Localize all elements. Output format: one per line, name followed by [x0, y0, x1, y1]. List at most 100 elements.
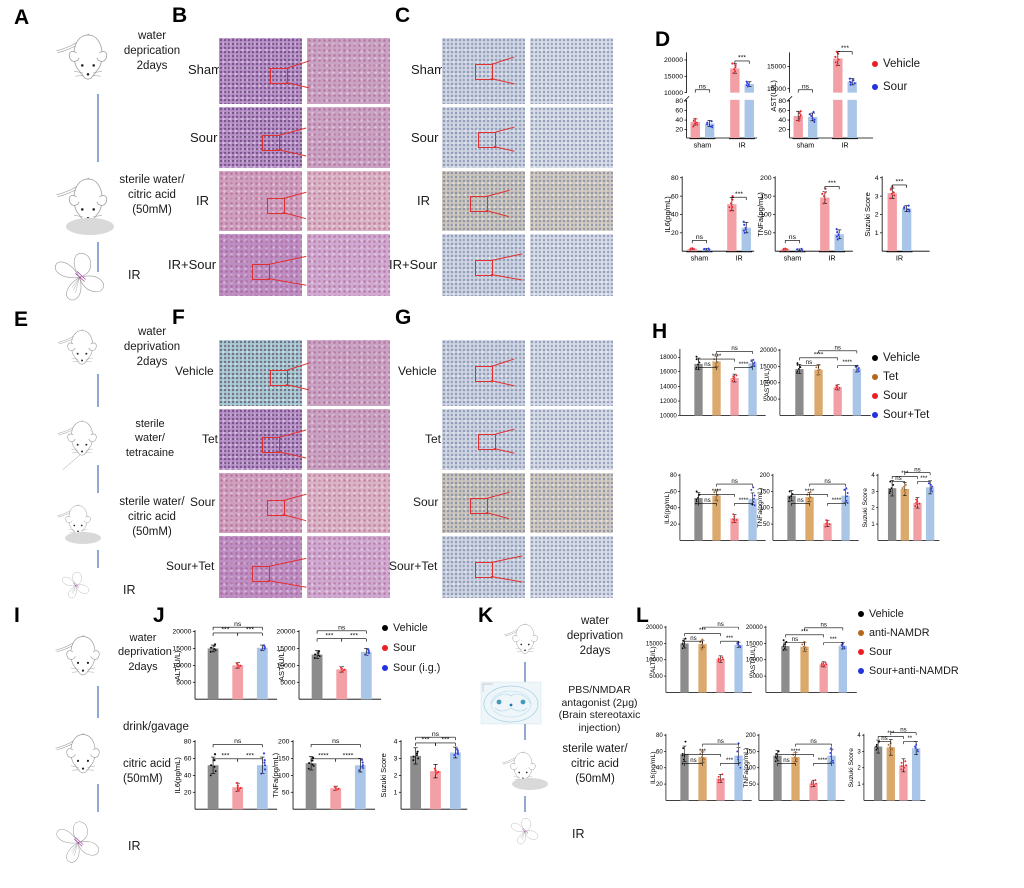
svg-text:***: ***	[841, 45, 849, 52]
svg-text:60: 60	[184, 756, 192, 763]
svg-text:20000: 20000	[276, 629, 295, 636]
svg-text:***: ***	[221, 627, 229, 634]
svg-text:Suzuki Score: Suzuki Score	[863, 192, 872, 236]
svg-text:ns: ns	[332, 738, 340, 745]
svg-text:****: ****	[739, 498, 749, 504]
svg-text:10000: 10000	[660, 413, 677, 419]
svg-text:****: ****	[814, 353, 824, 359]
svg-text:****: ****	[805, 489, 815, 495]
svg-text:50: 50	[764, 230, 772, 237]
svg-text:ns: ns	[704, 362, 710, 368]
svg-text:TNFa(pg/mL): TNFa(pg/mL)	[757, 488, 764, 528]
svg-text:3: 3	[394, 756, 398, 763]
svg-text:****: ****	[818, 758, 828, 764]
svg-text:AST(U/L): AST(U/L)	[277, 649, 286, 681]
svg-text:2: 2	[394, 773, 398, 780]
svg-text:20000: 20000	[746, 625, 763, 631]
svg-text:IL6(pg/mL): IL6(pg/mL)	[663, 196, 672, 233]
svg-text:3: 3	[871, 489, 875, 495]
svg-text:TNFa(pg/mL): TNFa(pg/mL)	[271, 752, 280, 797]
svg-text:ns: ns	[234, 621, 242, 628]
svg-text:Suzuki Score: Suzuki Score	[379, 753, 388, 797]
svg-text:2: 2	[857, 766, 861, 772]
svg-text:***: ***	[828, 180, 836, 187]
svg-text:**: **	[907, 736, 912, 742]
svg-text:200: 200	[760, 473, 771, 479]
svg-text:3: 3	[875, 193, 879, 200]
svg-text:60: 60	[670, 489, 677, 495]
svg-text:60: 60	[675, 108, 683, 115]
svg-text:***: ***	[246, 627, 254, 634]
svg-text:AST(U/L): AST(U/L)	[750, 646, 757, 674]
svg-text:60: 60	[671, 193, 679, 200]
svg-text:****: ****	[712, 489, 722, 495]
svg-text:****: ****	[843, 360, 853, 366]
svg-text:ns: ns	[789, 234, 797, 241]
svg-text:40: 40	[675, 117, 683, 124]
svg-text:40: 40	[670, 506, 677, 512]
svg-text:sham: sham	[784, 254, 802, 263]
svg-text:IR: IR	[738, 140, 745, 149]
svg-text:TNFa(pg/mL): TNFa(pg/mL)	[743, 748, 750, 788]
svg-text:ns: ns	[690, 758, 696, 764]
svg-text:3: 3	[857, 749, 861, 755]
svg-text:20: 20	[778, 127, 786, 134]
svg-text:ALT(U/L): ALT(U/L)	[650, 646, 657, 673]
svg-text:16000: 16000	[660, 370, 677, 376]
svg-text:60: 60	[778, 108, 786, 115]
svg-text:IR: IR	[896, 254, 903, 263]
svg-text:****: ****	[791, 749, 801, 755]
svg-text:IL6(pg/mL): IL6(pg/mL)	[650, 752, 657, 784]
svg-text:15000: 15000	[664, 73, 683, 80]
svg-text:20000: 20000	[760, 348, 777, 354]
svg-text:****: ****	[832, 498, 842, 504]
svg-text:80: 80	[184, 739, 192, 746]
svg-text:ns: ns	[802, 83, 810, 90]
svg-text:****: ****	[343, 752, 354, 759]
svg-text:***: ***	[895, 179, 903, 186]
svg-text:60: 60	[656, 749, 663, 755]
svg-text:***: ***	[422, 737, 430, 744]
svg-text:sham: sham	[691, 254, 709, 263]
svg-text:***: ***	[887, 731, 895, 737]
svg-text:ns: ns	[824, 479, 830, 485]
svg-text:***: ***	[350, 632, 358, 639]
svg-text:50: 50	[282, 789, 290, 796]
svg-text:200: 200	[278, 739, 290, 746]
svg-text:ns: ns	[717, 622, 723, 628]
svg-text:sham: sham	[797, 140, 815, 149]
svg-text:14000: 14000	[660, 385, 677, 391]
svg-text:AST(U/L): AST(U/L)	[764, 369, 771, 397]
svg-text:80: 80	[670, 473, 677, 479]
svg-text:1: 1	[875, 230, 879, 237]
svg-text:IR: IR	[735, 254, 742, 263]
svg-text:ns: ns	[820, 622, 826, 628]
svg-text:ns: ns	[704, 498, 710, 504]
svg-text:10000: 10000	[664, 90, 683, 97]
svg-text:20: 20	[671, 230, 679, 237]
svg-text:***: ***	[441, 737, 449, 744]
svg-text:200: 200	[746, 733, 757, 739]
svg-text:ns: ns	[717, 739, 723, 745]
svg-text:***: ***	[221, 752, 229, 759]
svg-text:***: ***	[801, 630, 809, 636]
svg-text:ns: ns	[900, 727, 906, 733]
svg-text:ns: ns	[792, 637, 798, 643]
svg-text:***: ***	[738, 55, 746, 62]
svg-text:20: 20	[675, 127, 683, 134]
svg-text:IR: IR	[841, 140, 848, 149]
svg-text:80: 80	[675, 98, 683, 105]
svg-text:ns: ns	[432, 731, 440, 738]
svg-text:1: 1	[394, 789, 398, 796]
svg-text:ns: ns	[806, 360, 812, 366]
svg-text:12000: 12000	[660, 399, 677, 405]
svg-text:40: 40	[184, 773, 192, 780]
svg-text:***: ***	[246, 752, 254, 759]
svg-text:20000: 20000	[646, 625, 663, 631]
svg-text:ns: ns	[696, 234, 704, 241]
svg-text:20: 20	[656, 782, 663, 788]
svg-text:***: ***	[735, 191, 743, 198]
svg-text:4: 4	[871, 473, 875, 479]
svg-text:5000: 5000	[749, 674, 763, 680]
svg-text:80: 80	[656, 733, 663, 739]
